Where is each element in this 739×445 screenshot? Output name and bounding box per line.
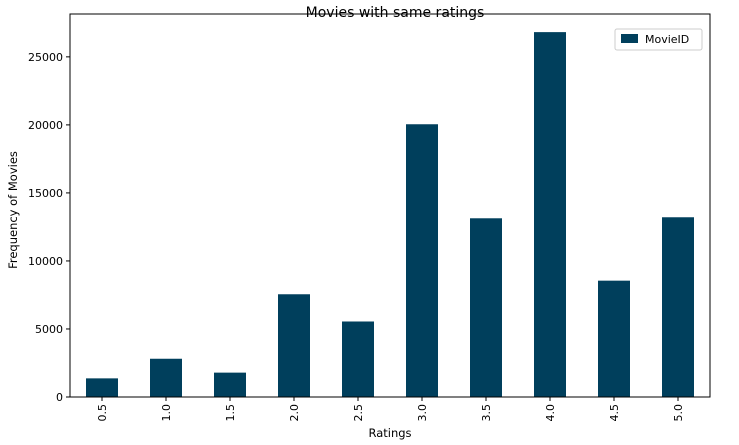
y-axis: 0 5000 10000 15000 20000 25000 [28,51,70,404]
y-axis-label: Frequency of Movies [6,151,20,269]
bar-3-5 [470,218,502,397]
x-tick-label: 5.0 [672,404,685,422]
bar-3-0 [406,124,438,397]
plot-frame [69,13,711,398]
x-axis: 0.5 1.0 1.5 2.0 2.5 3.0 3.5 4.0 4.5 5.0 [96,397,685,422]
y-tick-label: 25000 [28,51,63,64]
x-tick-label: 1.0 [160,404,173,422]
bar-0-5 [86,378,118,397]
bar-2-5 [342,321,374,397]
y-tick-label: 5000 [35,323,63,336]
y-tick-label: 15000 [28,187,63,200]
bar-1-0 [150,358,182,397]
legend-swatch [621,34,638,43]
x-tick-label: 3.5 [480,404,493,422]
bar-5-0 [662,217,694,397]
x-tick-label: 1.5 [224,404,237,422]
bar-2-0 [278,294,310,397]
x-tick-label: 4.5 [608,404,621,422]
y-tick-label: 20000 [28,119,63,132]
x-tick-label: 2.5 [352,404,365,422]
x-tick-label: 2.0 [288,404,301,422]
legend: MovieID [614,28,703,51]
bars-group [86,32,694,398]
y-tick-label: 0 [56,391,63,404]
x-tick-label: 3.0 [416,404,429,422]
bar-4-0 [534,32,566,398]
x-tick-label: 4.0 [544,404,557,422]
y-tick-label: 10000 [28,255,63,268]
x-tick-label: 0.5 [96,404,109,422]
chart-title: Movies with same ratings [306,5,485,21]
bar-1-5 [214,372,246,397]
x-axis-label: Ratings [368,426,411,440]
legend-label: MovieID [645,33,689,46]
bar-4-5 [598,280,630,397]
